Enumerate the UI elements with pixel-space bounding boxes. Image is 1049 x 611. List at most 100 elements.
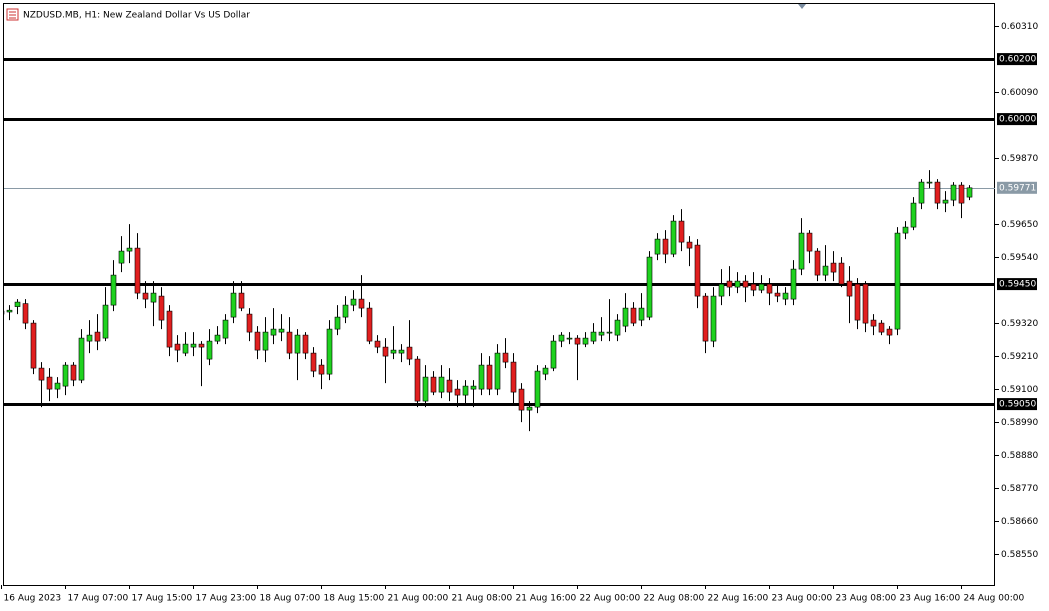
candle-body — [710, 295, 717, 342]
y-tick-label: 0.60090 — [1001, 88, 1038, 98]
candle-body — [638, 307, 645, 321]
price-label-box — [997, 181, 1037, 194]
candle-body — [702, 295, 709, 342]
x-tick-label: 22 Aug 16:00 — [708, 594, 769, 604]
candle-body — [886, 328, 893, 336]
candle-body — [894, 232, 901, 330]
candle-body — [486, 364, 493, 390]
candle-body — [774, 292, 781, 297]
candle-body — [958, 184, 965, 204]
candle-body — [430, 376, 437, 393]
candle-body — [494, 352, 501, 390]
candle-body — [30, 322, 37, 369]
candle-body — [590, 331, 597, 342]
candle-body — [270, 328, 277, 336]
candle-body — [502, 352, 509, 363]
candle-body — [126, 247, 133, 252]
candle-body — [78, 337, 85, 381]
candle-body — [470, 385, 477, 390]
candle-body — [70, 364, 77, 381]
candle-body — [902, 226, 909, 234]
candle-body — [598, 331, 605, 336]
candle-body — [22, 303, 29, 324]
candle-body — [278, 328, 285, 333]
candle-body — [942, 199, 949, 204]
candle-body — [62, 364, 69, 387]
candle-body — [654, 238, 661, 255]
candle-body — [678, 220, 685, 243]
x-tick-label: 22 Aug 08:00 — [644, 594, 705, 604]
candle-body — [926, 181, 933, 184]
candle-body — [750, 283, 757, 291]
candle-body — [478, 364, 485, 390]
candle-body — [734, 280, 741, 288]
candle-body — [38, 367, 45, 381]
chart-title: NZDUSD.MB, H1: New Zealand Dollar Vs US … — [23, 11, 250, 21]
candle-body — [54, 382, 61, 390]
candle-body — [694, 244, 701, 297]
candle-body — [950, 184, 957, 201]
y-tick-label: 0.60310 — [1001, 22, 1038, 32]
candle-body — [862, 283, 869, 324]
hline-label: 0.60000 — [999, 115, 1036, 125]
candle-body — [798, 232, 805, 270]
candle-body — [910, 202, 917, 228]
x-tick-label: 17 Aug 23:00 — [196, 594, 257, 604]
x-tick-label: 23 Aug 00:00 — [772, 594, 833, 604]
x-tick-label: 16 Aug 2023 — [4, 594, 62, 604]
candle-body — [670, 220, 677, 255]
x-tick-label: 23 Aug 16:00 — [900, 594, 961, 604]
candle-body — [662, 238, 669, 255]
x-tick-label: 23 Aug 08:00 — [836, 594, 897, 604]
candle-body — [334, 316, 341, 330]
candle-body — [262, 331, 269, 351]
candle-body — [566, 337, 573, 340]
candle-body — [118, 250, 125, 264]
plot — [4, 58, 995, 432]
candle-body — [142, 292, 149, 300]
candle-body — [934, 181, 941, 204]
candle-body — [582, 337, 589, 345]
candle-body — [422, 376, 429, 402]
candle-body — [190, 343, 197, 348]
x-tick-label: 18 Aug 07:00 — [260, 594, 321, 604]
candle-body — [302, 334, 309, 354]
candle-body — [726, 280, 733, 288]
candle-body — [782, 292, 789, 300]
candle-body — [454, 388, 461, 396]
candle-body — [438, 376, 445, 393]
plot-frame — [3, 3, 995, 586]
candle-body — [166, 310, 173, 348]
candle-body — [814, 250, 821, 276]
candle-body — [390, 349, 397, 354]
candle-body — [510, 361, 517, 393]
candle-body — [326, 328, 333, 375]
y-tick-label: 0.58660 — [1001, 517, 1038, 527]
y-tick-label: 0.59650 — [1001, 220, 1038, 230]
y-tick-label: 0.59210 — [1001, 352, 1038, 362]
candle-body — [6, 309, 13, 313]
candle-body — [358, 298, 365, 309]
candle-body — [606, 331, 613, 334]
candle-body — [526, 406, 533, 411]
hline-label-box — [997, 113, 1037, 126]
candle-body — [854, 283, 861, 321]
candle-body — [310, 352, 317, 372]
candle-body — [318, 364, 325, 375]
candle-body — [182, 343, 189, 354]
candle-body — [86, 334, 93, 342]
candle-body — [630, 307, 637, 324]
candle-body — [614, 319, 621, 336]
candle-body — [462, 385, 469, 396]
candle-body — [574, 337, 581, 345]
candle-body — [110, 274, 117, 306]
candle-body — [102, 304, 109, 339]
hline-label: 0.59050 — [999, 400, 1036, 410]
y-tick-label: 0.59320 — [1001, 319, 1038, 329]
candle-body — [646, 256, 653, 318]
candle-body — [174, 343, 181, 351]
candle-body — [742, 280, 749, 288]
hline-label: 0.60200 — [999, 55, 1036, 65]
candle-body — [830, 262, 837, 273]
